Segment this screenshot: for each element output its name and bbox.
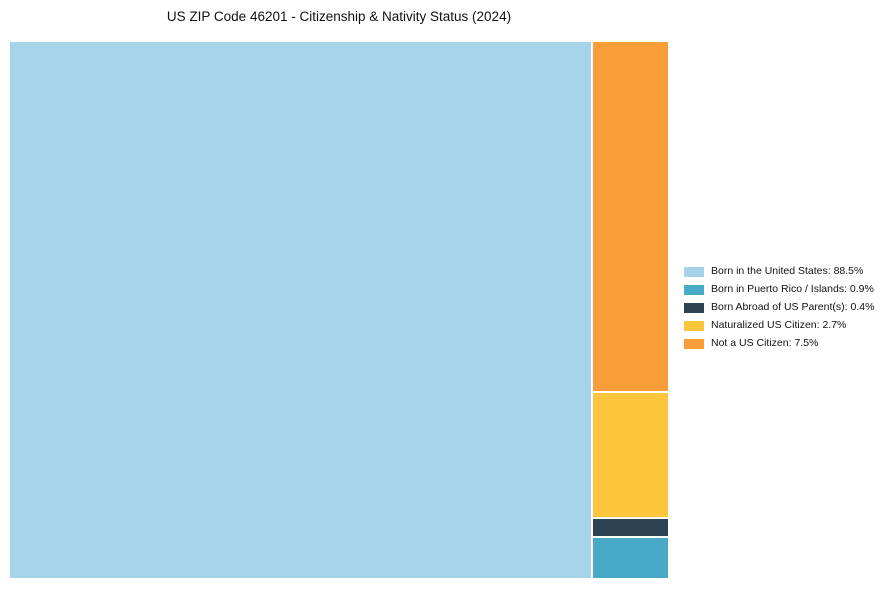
legend-swatch-born-in-us	[684, 266, 704, 277]
legend-item-born-in-us: Born in the United States: 88.5%	[684, 266, 874, 277]
legend: Born in the United States: 88.5% Born in…	[684, 266, 874, 356]
legend-item-puerto-rico: Born in Puerto Rico / Islands: 0.9%	[684, 284, 874, 295]
legend-label-naturalized: Naturalized US Citizen: 2.7%	[711, 319, 847, 331]
legend-swatch-not-citizen	[684, 338, 704, 349]
chart-title: US ZIP Code 46201 - Citizenship & Nativi…	[166, 9, 512, 24]
legend-label-puerto-rico: Born in Puerto Rico / Islands: 0.9%	[711, 283, 874, 295]
treemap-right-column	[593, 42, 668, 578]
segment-born-abroad-us-parents	[593, 519, 668, 536]
legend-swatch-naturalized	[684, 320, 704, 331]
legend-item-not-citizen: Not a US Citizen: 7.5%	[684, 338, 874, 349]
segment-born-puerto-rico-islands	[593, 538, 668, 578]
segment-not-us-citizen	[593, 42, 668, 391]
segment-born-in-us	[10, 42, 591, 578]
legend-label-born-abroad: Born Abroad of US Parent(s): 0.4%	[711, 301, 875, 313]
legend-label-not-citizen: Not a US Citizen: 7.5%	[711, 337, 819, 349]
legend-swatch-puerto-rico	[684, 284, 704, 295]
legend-label-born-in-us: Born in the United States: 88.5%	[711, 265, 864, 277]
legend-item-naturalized: Naturalized US Citizen: 2.7%	[684, 320, 874, 331]
legend-swatch-born-abroad	[684, 302, 704, 313]
treemap-plot	[10, 42, 668, 578]
segment-naturalized-citizen	[593, 393, 668, 517]
legend-item-born-abroad: Born Abroad of US Parent(s): 0.4%	[684, 302, 874, 313]
